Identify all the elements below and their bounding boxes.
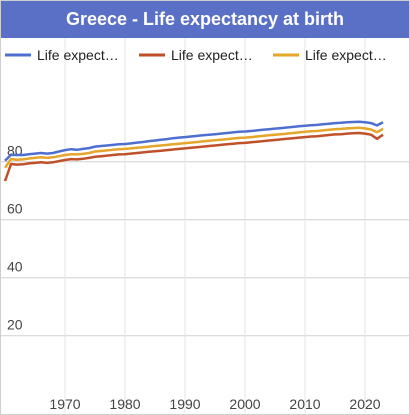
x-tick-label: 1990 (169, 396, 200, 412)
legend-label-2: Life expect… (171, 47, 253, 63)
x-axis-labels: 1970 1980 1990 2000 2010 2020 (49, 396, 380, 412)
legend-label-3: Life expect… (305, 47, 387, 63)
legend-label-1: Life expect… (37, 47, 119, 63)
legend: Life expect… Life expect… Life expect… (5, 47, 387, 63)
y-tick-label: 20 (7, 317, 23, 333)
x-tick-label: 2020 (349, 396, 380, 412)
series-line-2 (3, 131, 384, 182)
x-tick-label: 1970 (49, 396, 80, 412)
x-tick-label: 2010 (289, 396, 320, 412)
x-tick-label: 1980 (109, 396, 140, 412)
x-tick-label: 2000 (229, 396, 260, 412)
series-line-1 (4, 120, 384, 162)
chart-title: Greece - Life expectancy at birth (1, 1, 409, 38)
series-lines (3, 120, 384, 182)
grid-lines (1, 38, 409, 413)
series-line-3 (3, 126, 384, 169)
y-tick-label: 40 (7, 259, 23, 275)
y-tick-label: 60 (7, 201, 23, 217)
